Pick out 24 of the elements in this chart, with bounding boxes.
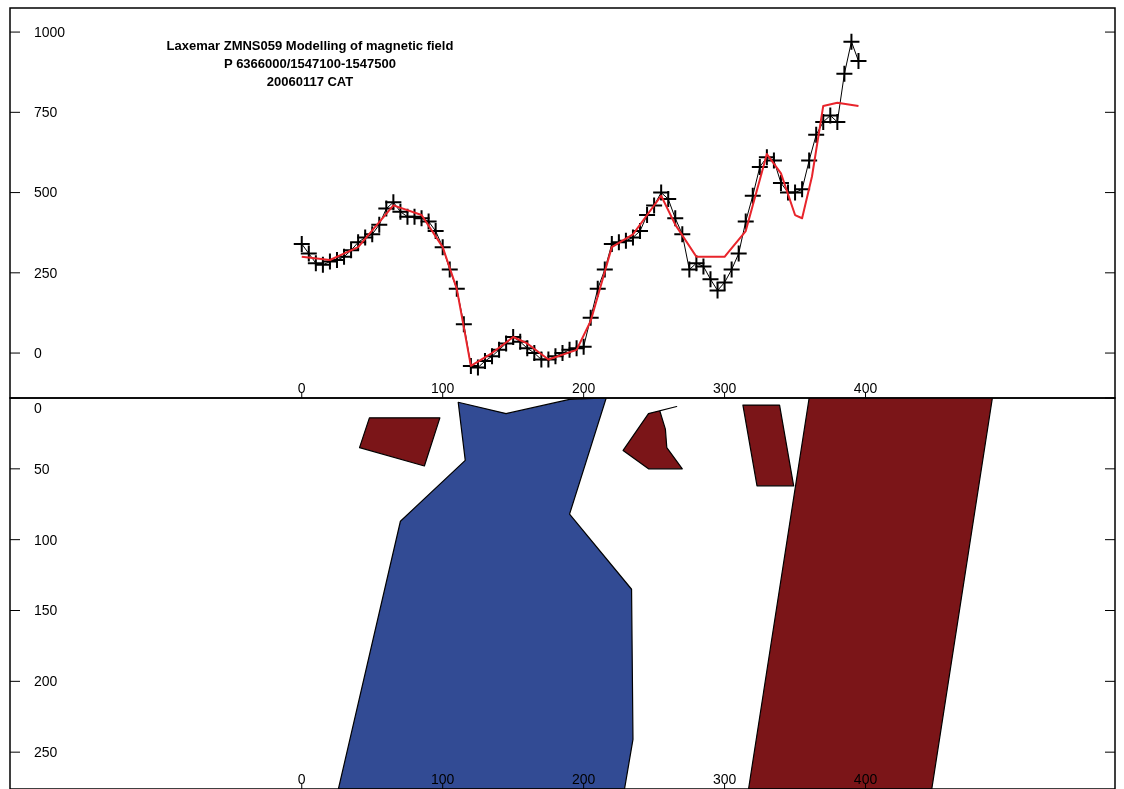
x-tick-label: 200 xyxy=(571,380,596,396)
y-tick-label: 150 xyxy=(34,602,58,619)
x-tick-label: 100 xyxy=(431,771,455,787)
y-tick-label: 50 xyxy=(34,460,50,477)
y-tick-label: 750 xyxy=(34,104,58,121)
y-tick-label: 200 xyxy=(34,673,58,690)
x-tick-label: 300 xyxy=(712,771,737,787)
y-tick-label: 250 xyxy=(34,264,58,281)
y-tick-label: 1000 xyxy=(34,23,66,40)
y-tick-label: 250 xyxy=(34,744,58,761)
x-tick-label: 400 xyxy=(853,380,878,396)
x-tick-label: 200 xyxy=(571,771,596,787)
x-tick-label: 0 xyxy=(297,771,306,787)
x-tick-label: 0 xyxy=(297,380,306,396)
x-tick-label: 400 xyxy=(853,771,878,787)
x-tick-label: 100 xyxy=(431,380,455,396)
y-tick-label: 500 xyxy=(34,184,58,201)
y-tick-label: 100 xyxy=(34,531,58,548)
annotation: 20060117 CAT xyxy=(266,74,354,89)
text: P 6366000/1547100-1547500 xyxy=(224,56,396,71)
y-tick-label: 0 xyxy=(34,400,42,417)
y-tick-label: 0 xyxy=(34,344,42,361)
x-tick-label: 300 xyxy=(712,380,737,396)
text: Laxemar ZMNS059 Modelling of magnetic field xyxy=(166,38,454,53)
